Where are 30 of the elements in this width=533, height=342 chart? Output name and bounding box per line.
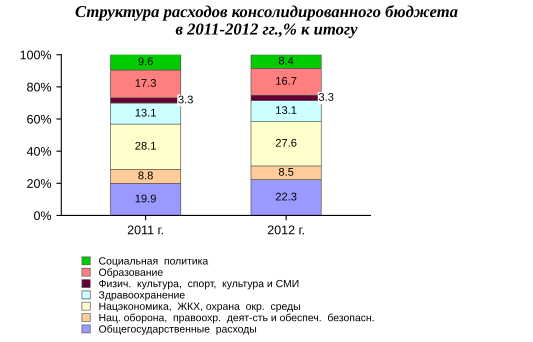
data-label: 13.1 (136, 108, 156, 117)
y-tick-label: 100% (20, 50, 52, 60)
legend-label: Нац. оборона, правоохр. деят-сть и обеспеч. безопасн. (99, 314, 374, 324)
y-tick-label: 20% (27, 179, 52, 188)
legend-label: Образование (99, 268, 163, 278)
legend-label: Общегосударственные расходы (99, 324, 256, 335)
data-label: 9.6 (138, 57, 153, 66)
data-label: 27.6 (276, 138, 296, 147)
legend-label: Социальная политика (99, 257, 208, 267)
data-label: 3.3 (318, 92, 334, 101)
legend-label: Физич. культура, спорт, культура и СМИ (99, 280, 298, 290)
legend-label: Нацэкономика, ЖКХ, охрана окр. среды (99, 302, 300, 312)
y-tick-label: 60% (27, 114, 52, 124)
x-tick-label: 2011 г. (128, 226, 163, 234)
x-tick-label: 2012 г. (268, 226, 304, 234)
data-label: 3.3 (178, 96, 193, 104)
data-label: 17.3 (136, 79, 156, 87)
data-label: 28.1 (135, 142, 156, 150)
data-label: 8.4 (278, 56, 294, 65)
data-label: 13.1 (276, 106, 296, 114)
y-tick-label: 40% (26, 146, 52, 156)
chart-title: Структура расходов консолидированного бюджета в 2011-2012 гг.,% к итогу (76, 5, 458, 38)
data-label: 19.9 (136, 194, 156, 202)
data-label: 8.5 (278, 168, 294, 176)
data-label: 16.7 (276, 76, 296, 85)
data-label: 22.3 (276, 192, 296, 201)
y-tick-label: 0% (34, 211, 52, 220)
data-label: 8.8 (138, 172, 153, 180)
legend-label: Здравоохранение (98, 291, 185, 301)
y-tick-label: 80% (27, 82, 52, 92)
